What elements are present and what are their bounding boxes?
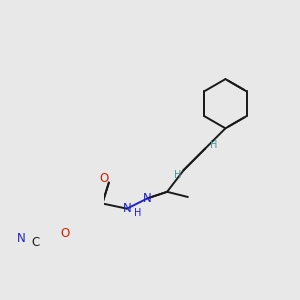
Text: C: C [31, 236, 39, 249]
Text: N: N [123, 202, 131, 215]
Text: H: H [210, 140, 218, 150]
Text: O: O [60, 227, 69, 240]
Text: H: H [134, 208, 141, 218]
Text: O: O [99, 172, 108, 185]
Text: N: N [16, 232, 25, 245]
Text: N: N [143, 192, 152, 205]
Text: H: H [174, 170, 181, 180]
